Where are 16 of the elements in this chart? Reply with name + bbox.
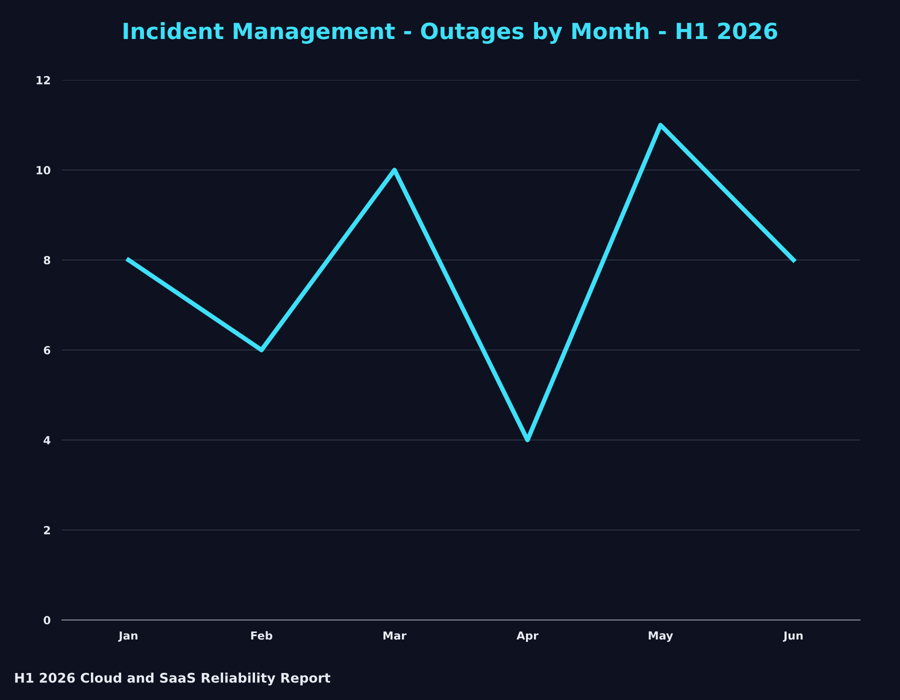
x-tick-label: Jun <box>782 631 803 642</box>
x-tick-label: Apr <box>516 631 538 642</box>
line-series <box>126 122 796 442</box>
x-tick-label: May <box>648 631 674 642</box>
y-tick-label: 10 <box>36 166 50 174</box>
y-tick-label: 8 <box>44 256 50 264</box>
y-tick-label: 4 <box>44 436 50 444</box>
x-tick-label: Mar <box>384 631 406 640</box>
text: H1 2026 Cloud and SaaS Reliability Report <box>15 672 330 686</box>
y-tick-label: 2 <box>44 526 50 534</box>
chart-title: Incident Management - Outages by Month - H1 2026 <box>124 22 778 44</box>
x-tick-label: Jan <box>118 631 138 642</box>
x-tick-label: Feb <box>251 631 272 640</box>
y-tick-label: 12 <box>36 76 50 84</box>
y-tick-label: 6 <box>44 346 50 354</box>
y-tick-label: 0 <box>44 616 50 624</box>
